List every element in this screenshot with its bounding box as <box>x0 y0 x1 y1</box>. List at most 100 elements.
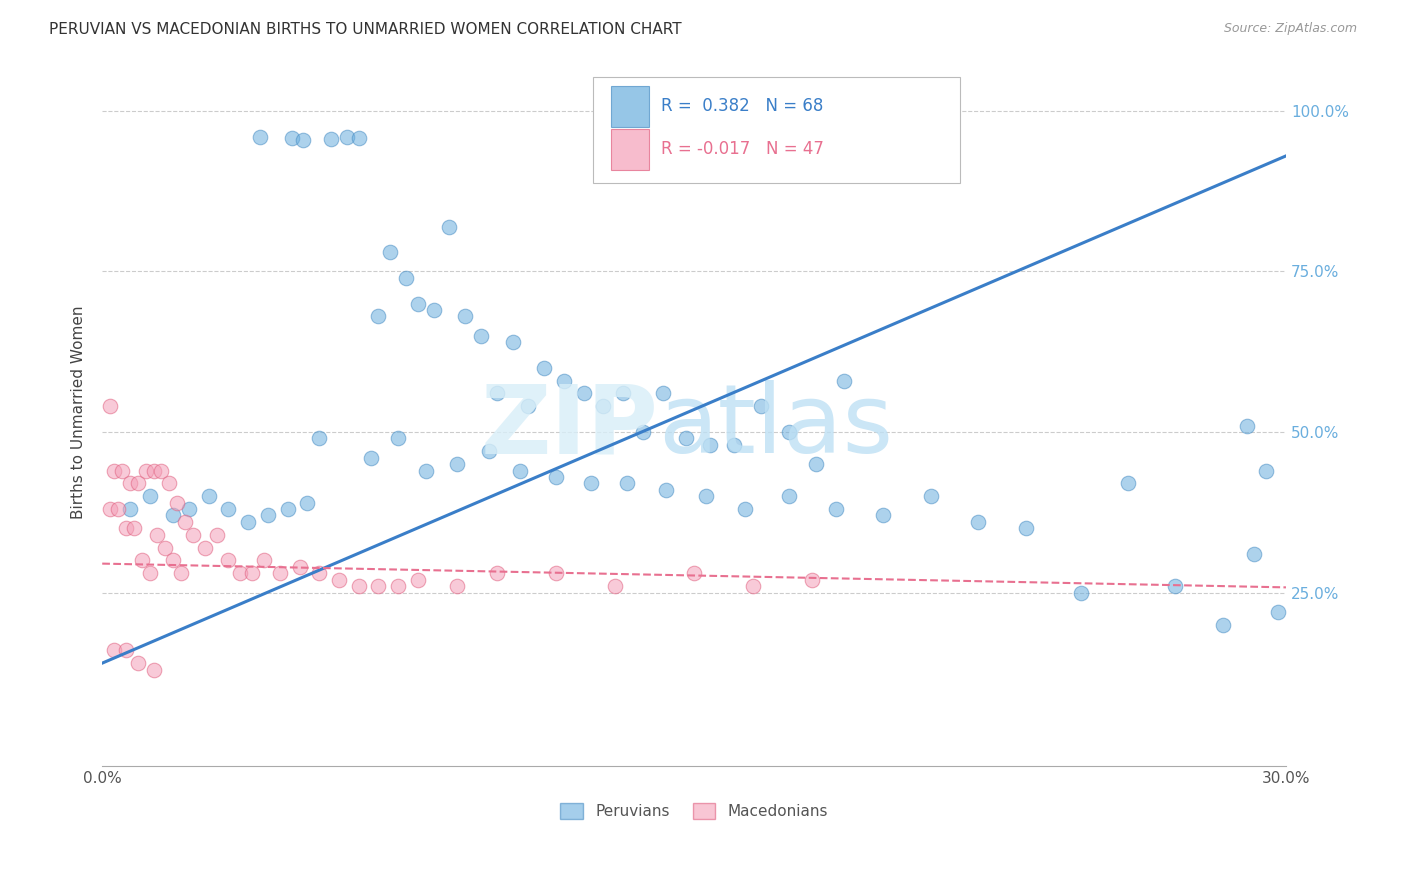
Point <box>533 360 555 375</box>
Point <box>367 579 389 593</box>
Point <box>470 328 492 343</box>
Point <box>127 656 149 670</box>
Point <box>651 386 673 401</box>
Point <box>162 553 184 567</box>
Point <box>122 521 145 535</box>
Point <box>695 489 717 503</box>
Point <box>544 566 567 581</box>
Point <box>155 541 177 555</box>
Point <box>454 310 477 324</box>
Point <box>146 527 169 541</box>
Point <box>778 489 800 503</box>
Point <box>655 483 678 497</box>
Point <box>253 553 276 567</box>
Point <box>135 463 157 477</box>
Point <box>631 425 654 439</box>
Point <box>142 463 165 477</box>
Point <box>360 450 382 465</box>
FancyBboxPatch shape <box>593 78 960 183</box>
Point <box>806 457 828 471</box>
Point <box>218 553 240 567</box>
Point <box>415 463 437 477</box>
Point <box>406 296 429 310</box>
FancyBboxPatch shape <box>612 86 650 128</box>
Point <box>832 374 855 388</box>
Point <box>778 425 800 439</box>
Point <box>422 303 444 318</box>
Point <box>280 131 302 145</box>
Point <box>1243 547 1265 561</box>
Point <box>1256 463 1278 477</box>
Point <box>581 476 603 491</box>
Point <box>683 566 706 581</box>
Text: atlas: atlas <box>658 380 894 474</box>
Point <box>181 527 204 541</box>
Point <box>406 573 429 587</box>
Point <box>1164 579 1187 593</box>
Point <box>107 502 129 516</box>
Point <box>269 566 291 581</box>
Point <box>347 579 370 593</box>
Point <box>138 489 160 503</box>
Point <box>297 495 319 509</box>
Point <box>967 515 990 529</box>
Point <box>118 476 141 491</box>
Text: R =  0.382   N = 68: R = 0.382 N = 68 <box>661 96 824 114</box>
Point <box>1236 418 1258 433</box>
Point <box>103 643 125 657</box>
Point <box>1267 605 1289 619</box>
Point <box>336 130 359 145</box>
Text: R = -0.017   N = 47: R = -0.017 N = 47 <box>661 140 824 158</box>
Point <box>142 663 165 677</box>
Point <box>328 573 350 587</box>
Point <box>592 400 614 414</box>
Point <box>723 438 745 452</box>
Point <box>98 400 121 414</box>
Point <box>605 579 627 593</box>
Point <box>380 245 402 260</box>
Point <box>1070 585 1092 599</box>
Point <box>292 133 315 147</box>
Point <box>612 386 634 401</box>
Point <box>509 463 531 477</box>
Legend: Peruvians, Macedonians: Peruvians, Macedonians <box>554 797 834 825</box>
Point <box>872 508 894 523</box>
Point <box>920 489 942 503</box>
Point <box>675 431 697 445</box>
Point <box>319 131 342 145</box>
Point <box>288 559 311 574</box>
Point <box>118 502 141 516</box>
Point <box>478 444 501 458</box>
Point <box>387 579 409 593</box>
Point <box>553 374 575 388</box>
Point <box>249 129 271 144</box>
Point <box>150 463 173 477</box>
FancyBboxPatch shape <box>612 128 650 170</box>
Text: PERUVIAN VS MACEDONIAN BIRTHS TO UNMARRIED WOMEN CORRELATION CHART: PERUVIAN VS MACEDONIAN BIRTHS TO UNMARRI… <box>49 22 682 37</box>
Point <box>1014 521 1036 535</box>
Point <box>174 515 197 529</box>
Point <box>1116 476 1139 491</box>
Text: Source: ZipAtlas.com: Source: ZipAtlas.com <box>1223 22 1357 36</box>
Point <box>308 566 330 581</box>
Point <box>749 400 772 414</box>
Point <box>205 527 228 541</box>
Point <box>616 476 638 491</box>
Point <box>229 566 252 581</box>
Point <box>131 553 153 567</box>
Point <box>115 643 138 657</box>
Point <box>544 470 567 484</box>
Point <box>502 335 524 350</box>
Point <box>166 495 188 509</box>
Point <box>347 131 370 145</box>
Point <box>238 515 260 529</box>
Point <box>446 457 468 471</box>
Point <box>127 476 149 491</box>
Text: ZIP: ZIP <box>481 380 658 474</box>
Point <box>1212 617 1234 632</box>
Point <box>446 579 468 593</box>
Point <box>395 271 418 285</box>
Point <box>801 573 824 587</box>
Point <box>387 431 409 445</box>
Point <box>742 579 765 593</box>
